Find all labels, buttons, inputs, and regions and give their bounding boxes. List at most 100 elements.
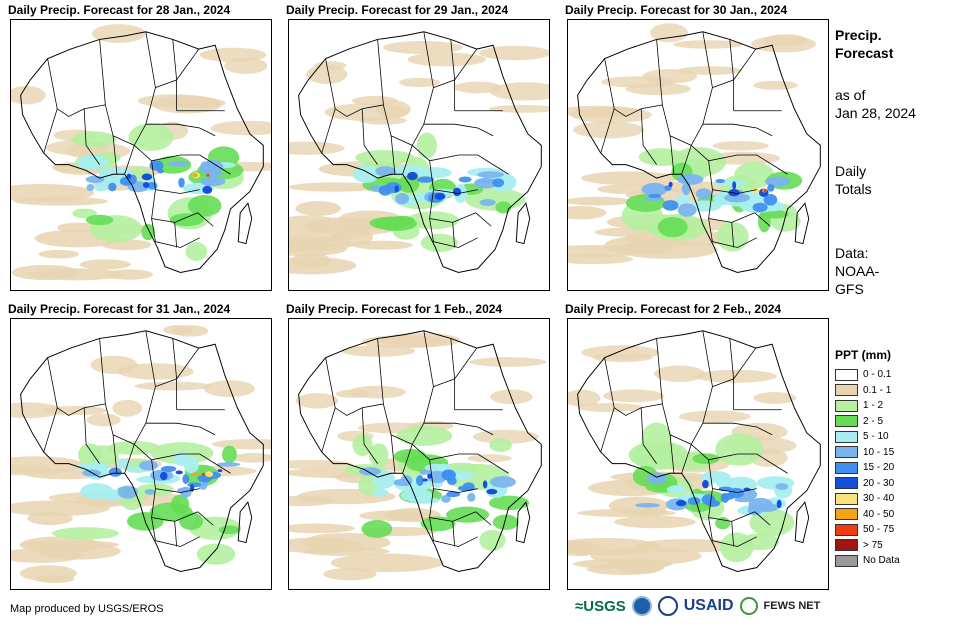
precip-field — [289, 41, 549, 275]
legend-swatch — [835, 384, 858, 397]
data-line2: NOAA- — [835, 263, 880, 279]
legend-swatch — [835, 492, 858, 505]
legend-label: 10 - 15 — [863, 446, 895, 458]
country-borders — [43, 330, 231, 547]
precip-field — [568, 23, 817, 265]
legend-item: 2 - 5 — [835, 414, 955, 430]
sidebar-totals: Daily Totals — [835, 162, 872, 198]
panel-title: Daily Precip. Forecast for 30 Jan., 2024 — [565, 3, 788, 17]
panel-title: Daily Precip. Forecast for 31 Jan., 2024 — [8, 302, 231, 316]
africa-map — [11, 24, 271, 281]
africa-coastline — [577, 330, 821, 572]
legend-label: No Data — [863, 555, 900, 567]
legend-rows: 0 - 0.1 0.1 - 1 1 - 2 2 - 5 5 - 10 10 - 15 15 … — [835, 367, 955, 569]
sidebar-title-line2: Forecast — [835, 45, 894, 61]
africa-coastline — [20, 31, 264, 273]
noaa-logo-icon — [631, 596, 652, 616]
africa-coastline — [577, 31, 821, 273]
madagascar-outline — [515, 501, 531, 544]
legend-item: 5 - 10 — [835, 429, 955, 445]
country-borders — [600, 31, 788, 248]
precip-map — [567, 19, 829, 291]
forecast-panel-2: Daily Precip. Forecast for 29 Jan., 2024 — [286, 3, 550, 297]
legend-swatch — [835, 415, 858, 428]
country-borders — [43, 31, 231, 248]
precip-map — [10, 318, 272, 590]
precip-field — [11, 325, 271, 584]
panel-title: Daily Precip. Forecast for 2 Feb., 2024 — [565, 302, 782, 316]
precip-map — [288, 19, 550, 291]
legend-swatch — [835, 554, 858, 567]
legend-label: 5 - 10 — [863, 431, 889, 443]
legend-label: 40 - 50 — [863, 508, 895, 520]
legend-item: 20 - 30 — [835, 476, 955, 492]
usgs-logo: ≈USGS — [575, 597, 626, 615]
africa-coastline — [20, 330, 264, 572]
legend-label: 0 - 0.1 — [863, 369, 892, 381]
legend-item: 30 - 40 — [835, 491, 955, 507]
asof-line1: as of — [835, 87, 866, 103]
data-line3: GFS — [835, 281, 864, 297]
legend-swatch — [835, 539, 858, 552]
sidebar-asof: as of Jan 28, 2024 — [835, 86, 916, 122]
legend-swatch — [835, 508, 858, 521]
totals-line2: Totals — [835, 181, 872, 197]
legend-swatch — [835, 446, 858, 459]
madagascar-outline — [237, 501, 253, 544]
forecast-panel-4: Daily Precip. Forecast for 31 Jan., 2024 — [8, 302, 272, 596]
legend-label: 1 - 2 — [863, 400, 884, 412]
forecast-panel-3: Daily Precip. Forecast for 30 Jan., 2024 — [565, 3, 829, 297]
africa-map — [289, 31, 549, 275]
legend-label: 20 - 30 — [863, 477, 895, 489]
africa-map — [568, 330, 821, 576]
legend-item: 10 - 15 — [835, 445, 955, 461]
legend-item: 0.1 - 1 — [835, 383, 955, 399]
legend-label: 50 - 75 — [863, 524, 895, 536]
country-borders — [321, 31, 509, 248]
usaid-logo: USAID — [683, 597, 734, 614]
totals-line1: Daily — [835, 163, 867, 179]
country-borders — [321, 330, 509, 547]
precip-field — [289, 332, 547, 581]
madagascar-outline — [794, 501, 810, 544]
fews-globe-icon — [739, 597, 758, 615]
legend-label: 15 - 20 — [863, 462, 895, 474]
madagascar-outline — [794, 202, 810, 245]
legend-title: PPT (mm) — [835, 348, 892, 362]
legend-item: 15 - 20 — [835, 460, 955, 476]
panel-title: Daily Precip. Forecast for 28 Jan., 2024 — [8, 3, 231, 17]
forecast-panel-5: Daily Precip. Forecast for 1 Feb., 2024 — [286, 302, 550, 596]
africa-map — [289, 330, 547, 581]
madagascar-outline — [237, 202, 253, 245]
madagascar-outline — [515, 202, 531, 245]
country-borders — [600, 330, 788, 547]
legend-item: 0 - 0.1 — [835, 367, 955, 383]
precip-map — [567, 318, 829, 590]
map-credit: Map produced by USGS/EROS — [10, 603, 164, 615]
africa-coastline — [298, 330, 542, 572]
legend-item: 40 - 50 — [835, 507, 955, 523]
legend-label: 0.1 - 1 — [863, 384, 892, 396]
sidebar-title: Precip. Forecast — [835, 26, 893, 62]
forecast-panel-6: Daily Precip. Forecast for 2 Feb., 2024 — [565, 302, 829, 596]
partner-logos: ≈USGS USAID FEWS NET — [575, 596, 820, 616]
legend-swatch — [835, 477, 858, 490]
precip-field — [568, 345, 797, 576]
legend-item: > 75 — [835, 538, 955, 554]
legend-item: No Data — [835, 553, 955, 569]
legend-swatch — [835, 461, 858, 474]
fews-net-logo: FEWS NET — [763, 600, 821, 612]
legend-label: 30 - 40 — [863, 493, 895, 505]
legend-item: 50 - 75 — [835, 522, 955, 538]
legend-swatch — [835, 430, 858, 443]
africa-map — [11, 325, 271, 584]
sidebar-data-source: Data: NOAA- GFS — [835, 244, 879, 298]
data-line1: Data: — [835, 245, 869, 261]
usaid-seal-icon — [657, 596, 678, 616]
legend-swatch — [835, 523, 858, 536]
legend-swatch — [835, 399, 858, 412]
legend-label: > 75 — [863, 539, 883, 551]
legend-label: 2 - 5 — [863, 415, 884, 427]
precip-map — [288, 318, 550, 590]
precip-map — [10, 19, 272, 291]
